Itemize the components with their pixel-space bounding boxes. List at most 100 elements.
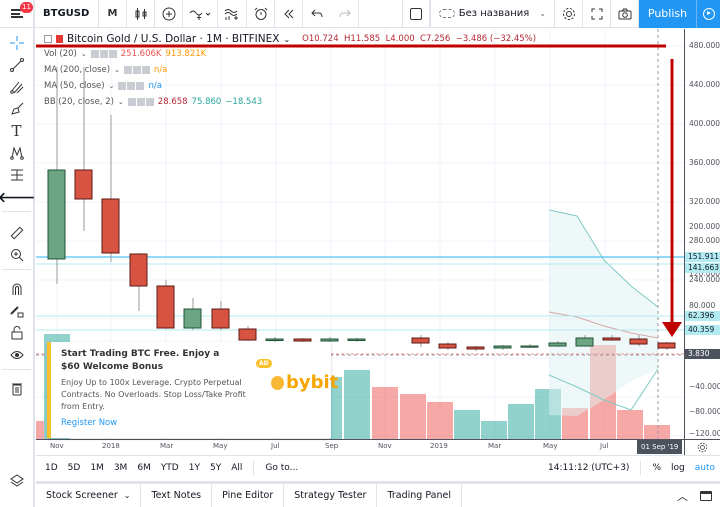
tab-text-notes[interactable]: Text Notes bbox=[141, 484, 213, 507]
undo-button[interactable] bbox=[303, 0, 331, 28]
indicator-controls[interactable] bbox=[90, 50, 117, 58]
gear-icon[interactable] bbox=[127, 82, 136, 90]
indicator-value: 75.860 bbox=[191, 97, 222, 107]
brush-tool[interactable] bbox=[0, 98, 33, 120]
trendline-tool[interactable] bbox=[0, 54, 33, 76]
range-6m[interactable]: 6M bbox=[137, 462, 151, 473]
compare-button[interactable] bbox=[155, 0, 183, 28]
symbol-search[interactable]: BTGUSD bbox=[35, 0, 99, 28]
range-all[interactable]: All bbox=[231, 462, 243, 473]
indicator-controls[interactable] bbox=[118, 82, 145, 90]
pattern-tool[interactable] bbox=[0, 142, 33, 164]
ad-banner[interactable]: Start Trading BTC Free. Enjoy a $60 Welc… bbox=[47, 342, 338, 438]
gear-icon[interactable] bbox=[132, 66, 141, 74]
tab-trading-panel[interactable]: Trading Panel bbox=[377, 484, 462, 507]
fib-tool[interactable] bbox=[0, 76, 33, 98]
remove-drawings-tool[interactable] bbox=[0, 378, 33, 400]
drawing-toolbar: T 🡐 bbox=[0, 28, 35, 507]
range-1y[interactable]: 1Y bbox=[188, 462, 200, 473]
chevron-up-icon[interactable]: ︿ bbox=[677, 489, 688, 503]
clock-timezone[interactable]: 14:11:12 (UTC+3) bbox=[548, 462, 630, 473]
flag-icon[interactable] bbox=[56, 35, 63, 43]
chart-type-button[interactable] bbox=[127, 0, 155, 28]
goto-button[interactable]: Go to... bbox=[265, 462, 299, 473]
templates-button[interactable] bbox=[218, 0, 247, 28]
eye-icon[interactable] bbox=[127, 98, 136, 106]
lock-drawings-tool[interactable] bbox=[0, 300, 33, 322]
object-tree-button[interactable] bbox=[0, 470, 33, 492]
replay-button[interactable] bbox=[275, 0, 303, 28]
high-value: H11.585 bbox=[344, 34, 381, 44]
play-icon bbox=[702, 7, 715, 20]
symbol-title[interactable]: Bitcoin Gold / U.S. Dollar · 1M · BITFIN… bbox=[67, 33, 280, 45]
chevron-down-icon[interactable]: ⌄ bbox=[283, 34, 291, 44]
snapshot-button[interactable] bbox=[611, 0, 639, 28]
multi-layout-button[interactable] bbox=[401, 0, 430, 28]
indicator-vol[interactable]: Vol (20) ⌄ 251.606K 913.821K bbox=[44, 49, 207, 59]
indicator-ma50[interactable]: MA (50, close) ⌄ n/a bbox=[44, 81, 162, 91]
templates-icon bbox=[224, 8, 238, 20]
indicator-value: n/a bbox=[153, 65, 168, 75]
tab-stock-screener[interactable]: Stock Screener ⌄ bbox=[36, 484, 142, 507]
settings-button[interactable] bbox=[555, 0, 583, 28]
fullscreen-button[interactable] bbox=[583, 0, 611, 28]
indicator-name: MA (50, close) bbox=[44, 81, 105, 91]
indicators-button[interactable] bbox=[183, 0, 218, 28]
chart-legend: Bitcoin Gold / U.S. Dollar · 1M · BITFIN… bbox=[44, 32, 536, 110]
divider bbox=[640, 460, 642, 475]
interval-label: M bbox=[107, 8, 118, 19]
eye-icon[interactable] bbox=[123, 66, 132, 74]
text-tool[interactable]: T bbox=[0, 120, 33, 142]
unlock-tool[interactable] bbox=[0, 322, 33, 344]
menu-button[interactable]: 11 bbox=[0, 0, 35, 28]
interval-button[interactable]: M bbox=[99, 0, 127, 28]
gear-icon[interactable] bbox=[136, 98, 145, 106]
log-toggle[interactable]: log bbox=[671, 462, 685, 473]
price-tick: 400.000 bbox=[689, 119, 720, 128]
close-icon[interactable] bbox=[141, 66, 150, 74]
price-label: 62.396 bbox=[685, 311, 720, 321]
alert-button[interactable] bbox=[247, 0, 275, 28]
publish-button[interactable]: Publish bbox=[639, 0, 696, 28]
maximize-icon[interactable] bbox=[700, 490, 712, 501]
close-icon[interactable] bbox=[108, 50, 117, 58]
icons-tool[interactable]: 🡐 bbox=[0, 186, 35, 208]
gear-icon[interactable] bbox=[99, 50, 108, 58]
indicator-controls[interactable] bbox=[127, 98, 154, 106]
publish-video-button[interactable] bbox=[696, 0, 720, 28]
chart-settings-button[interactable] bbox=[684, 439, 720, 455]
range-1d[interactable]: 1D bbox=[45, 462, 58, 473]
range-5d[interactable]: 5D bbox=[67, 462, 81, 473]
time-axis[interactable]: Nov 2018 Mar May Jul Sep Nov 2019 Mar Ma… bbox=[36, 439, 684, 455]
auto-toggle[interactable]: auto bbox=[694, 462, 715, 473]
magnet-icon bbox=[12, 283, 21, 295]
prediction-tool[interactable] bbox=[0, 164, 33, 186]
zoom-tool[interactable] bbox=[0, 244, 33, 266]
hide-drawings-tool[interactable] bbox=[0, 344, 33, 366]
tab-strategy-tester[interactable]: Strategy Tester bbox=[284, 484, 378, 507]
notification-badge: 11 bbox=[20, 1, 33, 13]
close-icon[interactable] bbox=[145, 98, 154, 106]
eye-icon[interactable] bbox=[90, 50, 99, 58]
indicator-icon bbox=[189, 10, 211, 20]
range-1m[interactable]: 1M bbox=[90, 462, 104, 473]
percent-toggle[interactable]: % bbox=[652, 462, 661, 473]
register-now-link[interactable]: Register Now bbox=[61, 418, 118, 428]
crosshair-tool[interactable] bbox=[0, 32, 33, 54]
redo-button[interactable] bbox=[331, 0, 359, 28]
range-3m[interactable]: 3M bbox=[113, 462, 128, 473]
price-axis[interactable]: 480.000 440.000 400.000 360.000 320.000 … bbox=[684, 29, 720, 439]
indicator-controls[interactable] bbox=[123, 66, 150, 74]
collapse-icon[interactable] bbox=[44, 35, 52, 43]
measure-tool[interactable] bbox=[0, 222, 33, 244]
magnet-tool[interactable] bbox=[0, 278, 33, 300]
close-icon[interactable] bbox=[136, 82, 145, 90]
tab-pine-editor[interactable]: Pine Editor bbox=[212, 484, 285, 507]
layout-name-button[interactable]: Без названия ⌄ bbox=[429, 0, 555, 28]
range-5y[interactable]: 5Y bbox=[209, 462, 222, 473]
range-ytd[interactable]: YTD bbox=[160, 462, 179, 473]
eye-icon[interactable] bbox=[118, 82, 127, 90]
indicator-bb[interactable]: BB (20, close, 2) ⌄ 28.658 75.860 −18.543 bbox=[44, 97, 263, 107]
indicator-ma200[interactable]: MA (200, close) ⌄ n/a bbox=[44, 65, 168, 75]
